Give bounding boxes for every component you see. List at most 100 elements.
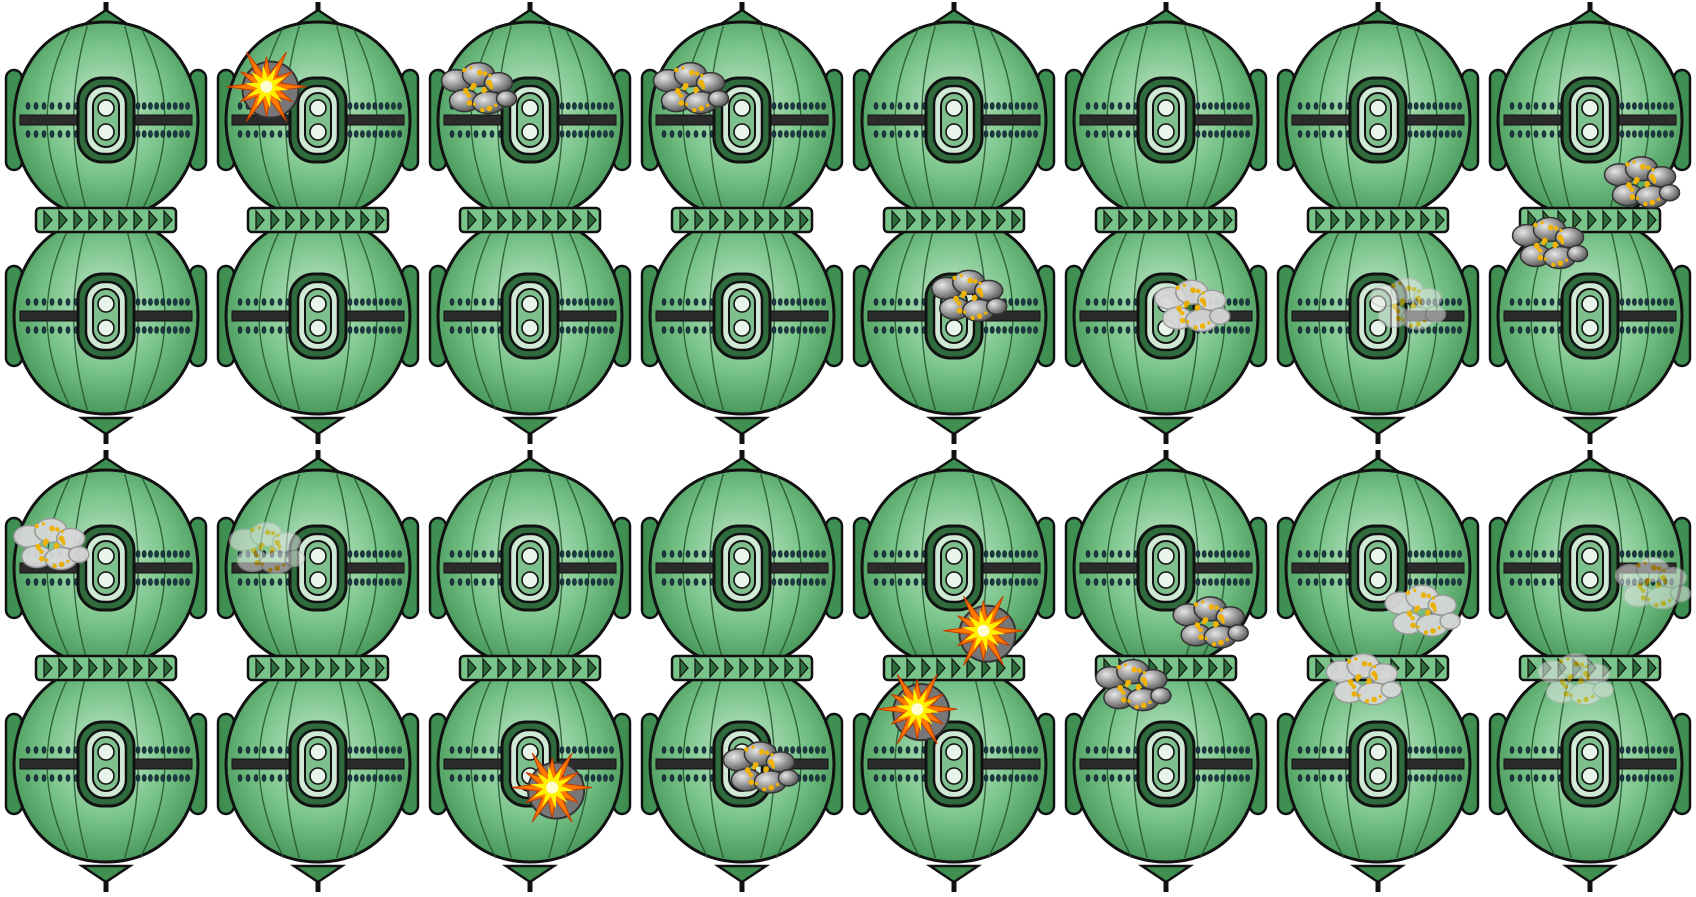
station-sprite	[1064, 2, 1268, 444]
station-sprite	[1276, 2, 1480, 444]
tail-cone	[925, 864, 983, 884]
station-pod	[852, 468, 1056, 668]
sprite-frame-13	[848, 448, 1060, 896]
station-sprite	[1276, 450, 1480, 892]
station-sprite	[216, 2, 420, 444]
sprite-frame-2	[212, 0, 424, 448]
station-sprite	[852, 2, 1056, 444]
station-sprite	[1488, 450, 1692, 892]
tail-cone	[289, 864, 347, 884]
connector-ring	[246, 206, 390, 234]
station-pod	[4, 20, 208, 220]
tail-cone	[501, 416, 559, 436]
connector-ring	[34, 654, 178, 682]
sprite-frame-8	[1484, 0, 1696, 448]
connector-ring	[1306, 206, 1450, 234]
station-sprite	[1488, 2, 1692, 444]
sprite-frame-6	[1060, 0, 1272, 448]
smoke-cloud-fading	[228, 521, 306, 575]
station-pod	[216, 468, 420, 668]
sprite-frame-12	[636, 448, 848, 896]
sprite-frame-15	[1272, 448, 1484, 896]
station-pod	[1276, 20, 1480, 220]
station-pod	[428, 664, 632, 864]
smoke-cloud-dark	[1511, 216, 1589, 270]
station-sprite	[428, 450, 632, 892]
explosion-flash	[512, 752, 593, 823]
sprite-frame-14	[1060, 448, 1272, 896]
smoke-cloud-light	[13, 517, 90, 571]
tail-cone	[1561, 416, 1619, 436]
station-sprite	[428, 2, 632, 444]
station-pod	[1276, 468, 1480, 668]
station-pod	[1064, 664, 1268, 864]
station-pod	[4, 664, 208, 864]
explosion-flash	[877, 674, 958, 745]
explosion-flash	[943, 595, 1024, 666]
connector-ring	[34, 206, 178, 234]
connector-ring	[458, 654, 602, 682]
tail-cone	[1137, 864, 1195, 884]
sprite-frame-3	[424, 0, 636, 448]
smoke-cloud-dark	[1172, 596, 1249, 649]
smoke-cloud-light	[1384, 584, 1461, 637]
sprite-frame-16	[1484, 448, 1696, 896]
tail-cone	[1137, 416, 1195, 436]
smoke-cloud-fading	[1537, 652, 1615, 706]
station-pod	[428, 468, 632, 668]
tail-cone	[289, 416, 347, 436]
station-sprite	[216, 450, 420, 892]
station-pod	[640, 20, 844, 220]
smoke-cloud-light	[1154, 279, 1231, 332]
smoke-cloud-dark	[930, 269, 1008, 323]
smoke-cloud-fading	[1614, 556, 1692, 610]
connector-ring	[670, 206, 814, 234]
connector-ring	[1094, 206, 1238, 234]
smoke-cloud-light	[1325, 652, 1403, 706]
explosion-flash	[226, 51, 307, 122]
station-pod	[1488, 468, 1692, 668]
sprite-frame-5	[848, 0, 1060, 448]
station-pod	[216, 664, 420, 864]
station-sprite	[4, 2, 208, 444]
smoke-cloud-dark	[440, 61, 518, 115]
smoke-cloud-fading	[1369, 277, 1447, 330]
station-pod	[4, 216, 208, 416]
tail-cone	[1349, 864, 1407, 884]
connector-ring	[882, 206, 1026, 234]
sprite-frame-7	[1272, 0, 1484, 448]
station-pod	[640, 468, 844, 668]
sprite-frame-4	[636, 0, 848, 448]
station-sprite	[640, 450, 844, 892]
connector-ring	[670, 654, 814, 682]
station-pod	[1064, 20, 1268, 220]
station-pod	[1276, 664, 1480, 864]
station-sprite	[852, 450, 1056, 892]
station-pod	[216, 216, 420, 416]
smoke-cloud-dark	[1095, 658, 1172, 712]
station-pod	[1488, 216, 1692, 416]
connector-ring	[246, 654, 390, 682]
connector-ring	[882, 654, 1026, 682]
station-sprite	[640, 2, 844, 444]
tail-cone	[925, 416, 983, 436]
station-pod	[428, 20, 632, 220]
tail-cone	[1561, 864, 1619, 884]
station-pod	[640, 216, 844, 416]
station-sprite	[1064, 450, 1268, 892]
connector-ring	[458, 206, 602, 234]
tail-cone	[713, 416, 771, 436]
smoke-cloud-dark	[652, 61, 730, 115]
tail-cone	[1349, 416, 1407, 436]
smoke-cloud-dark	[1603, 155, 1681, 209]
station-pod	[852, 664, 1056, 864]
sprite-frame-1	[0, 0, 212, 448]
tail-cone	[77, 864, 135, 884]
station-sprite	[4, 450, 208, 892]
sprite-frame-10	[212, 448, 424, 896]
station-pod	[428, 216, 632, 416]
tail-cone	[713, 864, 771, 884]
tail-cone	[77, 416, 135, 436]
station-pod	[852, 20, 1056, 220]
